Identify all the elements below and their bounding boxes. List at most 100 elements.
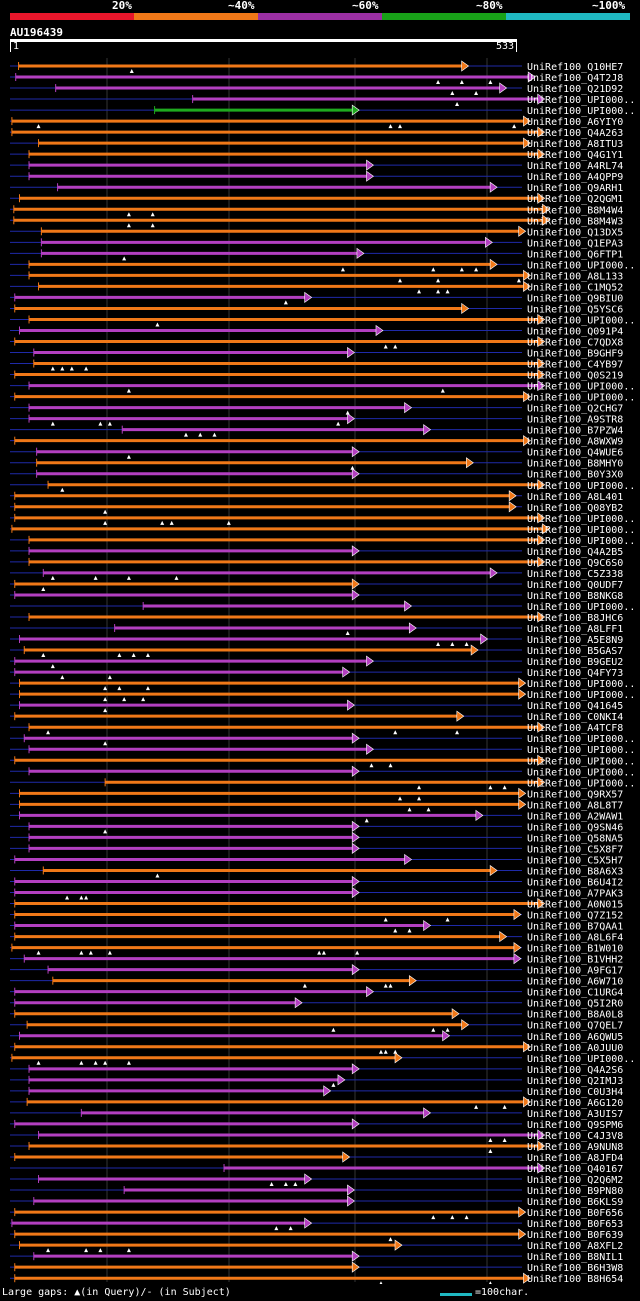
- hit-row[interactable]: UniRef100_A8XFL2: [10, 1239, 623, 1253]
- hit-row[interactable]: UniRef100_Q2CHG7: [10, 402, 623, 415]
- hit-row[interactable]: UniRef100_Q5YSC6: [10, 302, 623, 315]
- hit-row[interactable]: UniRef100_C5Z338: [10, 567, 623, 580]
- hit-row[interactable]: UniRef100_C5X8F7: [10, 842, 623, 855]
- hit-row[interactable]: UniRef100_UPI000..: [10, 479, 635, 492]
- hit-row[interactable]: UniRef100_A9NUN8: [10, 1140, 623, 1153]
- hit-row[interactable]: UniRef100_A2WAW1: [10, 809, 623, 823]
- hit-row[interactable]: UniRef100_A6W710: [10, 975, 623, 988]
- hit-row[interactable]: UniRef100_A4QPP9: [10, 170, 623, 183]
- hit-row[interactable]: UniRef100_A4TCF8: [10, 721, 623, 735]
- hit-row[interactable]: UniRef100_UPI000..: [10, 93, 635, 107]
- hit-row[interactable]: UniRef100_A4RL74: [10, 159, 623, 172]
- hit-row[interactable]: UniRef100_B7PZW4: [10, 424, 623, 437]
- hit-row[interactable]: UniRef100_Q1EPA3: [10, 236, 623, 249]
- hit-row[interactable]: UniRef100_B0Y3X0: [10, 468, 623, 481]
- hit-row[interactable]: UniRef100_UPI000..: [10, 104, 635, 117]
- hit-row[interactable]: UniRef100_UPI000..: [10, 776, 635, 790]
- hit-row[interactable]: UniRef100_Q9RX57: [10, 787, 623, 801]
- hit-row[interactable]: UniRef100_Q4WUE6: [10, 446, 623, 459]
- hit-row[interactable]: UniRef100_B8A0L8: [10, 1008, 623, 1021]
- hit-row[interactable]: UniRef100_A8L401: [10, 490, 623, 503]
- hit-row[interactable]: UniRef100_B6KLS9: [10, 1195, 623, 1208]
- hit-row[interactable]: UniRef100_B8NKG8: [10, 589, 623, 602]
- hit-row[interactable]: UniRef100_A6QWU5: [10, 1030, 623, 1043]
- hit-row[interactable]: UniRef100_A3UIS7: [10, 1107, 623, 1120]
- hit-row[interactable]: UniRef100_UPI000..: [10, 1052, 635, 1065]
- hit-row[interactable]: UniRef100_C0U3H4: [10, 1085, 623, 1098]
- hit-row[interactable]: UniRef100_Q08YB2: [10, 501, 623, 514]
- hit-row[interactable]: UniRef100_Q4A263: [10, 126, 623, 139]
- hit-row[interactable]: UniRef100_Q2QGM1: [10, 192, 623, 205]
- hit-row[interactable]: UniRef100_B9PN80: [10, 1184, 623, 1197]
- hit-row[interactable]: UniRef100_Q58NA5: [10, 831, 623, 844]
- hit-row[interactable]: UniRef100_UPI000..: [10, 313, 635, 327]
- hit-row[interactable]: UniRef100_B7QAA1: [10, 919, 623, 933]
- hit-row[interactable]: UniRef100_Q0S219: [10, 368, 623, 382]
- hit-row[interactable]: UniRef100_UPI000..: [10, 765, 635, 778]
- hit-row[interactable]: UniRef100_Q4T2J8: [10, 71, 623, 85]
- hit-row[interactable]: UniRef100_B8JHC6: [10, 611, 623, 624]
- hit-row[interactable]: UniRef100_C4J3V8: [10, 1129, 623, 1142]
- hit-row[interactable]: UniRef100_Q091P4: [10, 324, 623, 337]
- hit-row[interactable]: UniRef100_A8LFF1: [10, 622, 623, 636]
- hit-row[interactable]: UniRef100_A5E8N9: [10, 633, 623, 647]
- hit-row[interactable]: UniRef100_A0JUU0: [10, 1041, 623, 1054]
- hit-row[interactable]: UniRef100_UPI000..: [10, 732, 635, 746]
- hit-row[interactable]: UniRef100_Q5I2R0: [10, 997, 623, 1010]
- hit-row[interactable]: UniRef100_Q7QEL7: [10, 1019, 623, 1032]
- hit-row[interactable]: UniRef100_C7QDX8: [10, 335, 623, 349]
- hit-row[interactable]: UniRef100_B1VHH2: [10, 953, 623, 966]
- hit-row[interactable]: UniRef100_UPI000..: [10, 379, 635, 393]
- hit-row[interactable]: UniRef100_UPI000..: [10, 512, 635, 525]
- hit-row[interactable]: UniRef100_B6H3W8: [10, 1261, 623, 1274]
- hit-row[interactable]: UniRef100_UPI000..: [10, 523, 635, 536]
- hit-row[interactable]: UniRef100_A7PAK3: [10, 886, 623, 900]
- hit-row[interactable]: UniRef100_Q4FY73: [10, 666, 623, 680]
- hit-row[interactable]: UniRef100_B9GHF9: [10, 346, 623, 360]
- hit-row[interactable]: UniRef100_A6YIY0: [10, 115, 623, 129]
- hit-row[interactable]: UniRef100_B8MHY0: [10, 457, 623, 470]
- hit-row[interactable]: UniRef100_B0F653: [10, 1217, 623, 1231]
- hit-row[interactable]: UniRef100_A8L8T7: [10, 798, 623, 812]
- hit-row[interactable]: UniRef100_Q9ARH1: [10, 181, 623, 194]
- hit-row[interactable]: UniRef100_C1MQ52: [10, 280, 623, 294]
- hit-row[interactable]: UniRef100_C0NKI4: [10, 710, 623, 723]
- hit-row[interactable]: UniRef100_UPI000..: [10, 391, 635, 404]
- hit-row[interactable]: UniRef100_B0F639: [10, 1228, 623, 1242]
- hit-row[interactable]: UniRef100_Q13DX5: [10, 225, 623, 238]
- hit-row[interactable]: UniRef100_B8NIL1: [10, 1250, 623, 1263]
- hit-row[interactable]: UniRef100_Q4A2S6: [10, 1063, 623, 1076]
- hit-row[interactable]: UniRef100_Q2IMJ3: [10, 1074, 623, 1087]
- hit-row[interactable]: UniRef100_Q6FTP1: [10, 247, 623, 261]
- hit-row[interactable]: UniRef100_A9STR8: [10, 413, 623, 426]
- hit-row[interactable]: UniRef100_Q9SPM6: [10, 1118, 623, 1131]
- hit-row[interactable]: UniRef100_Q4G1Y1: [10, 148, 623, 161]
- hit-row[interactable]: UniRef100_B6U4I2: [10, 875, 623, 888]
- hit-row[interactable]: UniRef100_Q41645: [10, 699, 623, 713]
- hit-row[interactable]: UniRef100_C1URG4: [10, 986, 623, 999]
- hit-row[interactable]: UniRef100_B5GAS7: [10, 644, 623, 658]
- hit-row[interactable]: UniRef100_B9GEU2: [10, 655, 623, 669]
- hit-row[interactable]: UniRef100_A0N015: [10, 897, 623, 911]
- hit-row[interactable]: UniRef100_UPI000..: [10, 534, 635, 547]
- hit-row[interactable]: UniRef100_C4YB97: [10, 357, 623, 371]
- hit-row[interactable]: UniRef100_C5X5H7: [10, 853, 623, 866]
- hit-row[interactable]: UniRef100_UPI000..: [10, 258, 635, 272]
- hit-row[interactable]: UniRef100_B8H654: [10, 1272, 623, 1284]
- hit-row[interactable]: UniRef100_Q7Z152: [10, 908, 623, 922]
- hit-row[interactable]: UniRef100_B1W010: [10, 942, 623, 955]
- hit-row[interactable]: UniRef100_Q9SN46: [10, 820, 623, 834]
- hit-row[interactable]: UniRef100_Q4A2B5: [10, 545, 623, 558]
- hit-row[interactable]: UniRef100_B0F656: [10, 1206, 623, 1220]
- hit-row[interactable]: UniRef100_A8L133: [10, 269, 623, 283]
- hit-row[interactable]: UniRef100_UPI000..: [10, 743, 635, 756]
- hit-row[interactable]: UniRef100_UPI000..: [10, 688, 635, 702]
- hit-row[interactable]: UniRef100_Q9BIU0: [10, 291, 623, 305]
- hit-row[interactable]: UniRef100_UPI000..: [10, 600, 635, 613]
- hit-row[interactable]: UniRef100_A8ITU3: [10, 137, 623, 150]
- hit-row[interactable]: UniRef100_A8L6F4: [10, 930, 623, 944]
- hit-row[interactable]: UniRef100_A8WXW9: [10, 435, 623, 448]
- hit-row[interactable]: UniRef100_B8M4W3: [10, 214, 623, 228]
- hit-row[interactable]: UniRef100_Q0UDF7: [10, 578, 623, 591]
- hit-row[interactable]: UniRef100_Q9C6S0: [10, 556, 623, 569]
